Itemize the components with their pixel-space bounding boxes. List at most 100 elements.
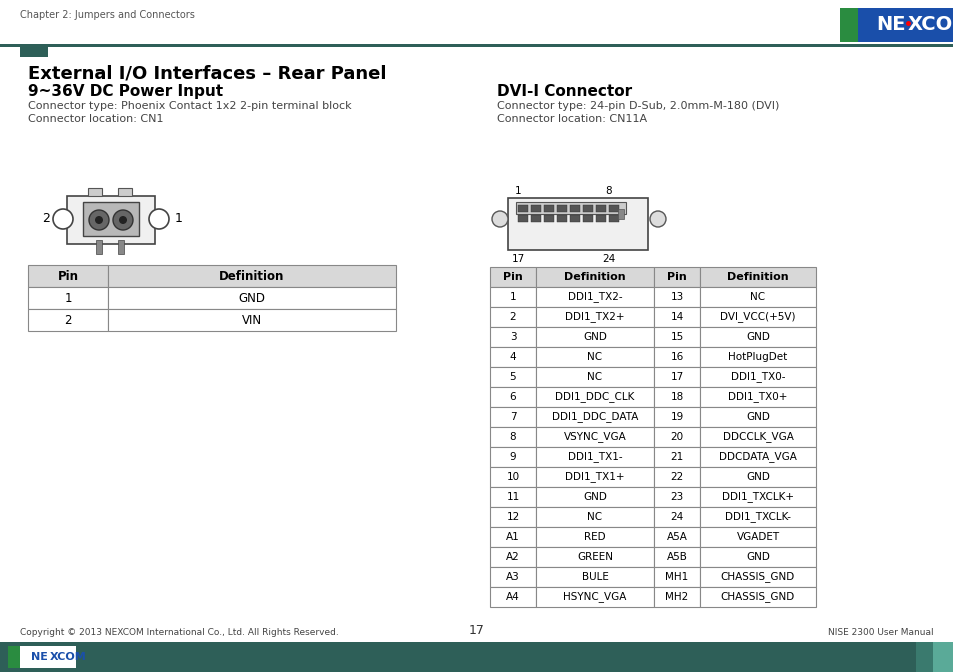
Bar (700, 327, 815, 347)
Bar (654, 407, 700, 427)
Text: BULE: BULE (581, 572, 608, 582)
Text: 20: 20 (670, 432, 683, 442)
Text: A5A: A5A (666, 532, 687, 542)
Text: GND: GND (582, 332, 606, 342)
Bar (83, 202, 139, 236)
Bar (108, 287, 395, 309)
Text: A4: A4 (506, 592, 519, 602)
Text: MH2: MH2 (664, 592, 688, 602)
Text: 12: 12 (506, 512, 519, 522)
Text: CHASSIS_GND: CHASSIS_GND (720, 591, 794, 603)
Bar (654, 387, 700, 407)
Bar (490, 327, 536, 347)
Bar (654, 467, 700, 487)
Bar (490, 347, 536, 367)
Bar (654, 547, 700, 567)
Bar (700, 307, 815, 327)
Bar (700, 387, 815, 407)
Text: 7: 7 (509, 412, 516, 422)
Text: 6: 6 (509, 392, 516, 402)
Bar (700, 467, 815, 487)
Bar (536, 587, 654, 607)
Text: 1: 1 (64, 292, 71, 304)
Text: DDI1_TXCLK-: DDI1_TXCLK- (724, 511, 790, 522)
Bar (536, 267, 654, 287)
Bar (654, 267, 700, 287)
Bar (517, 215, 527, 222)
Bar (654, 447, 700, 467)
Bar (596, 215, 605, 222)
Text: Pin: Pin (502, 272, 522, 282)
Bar (700, 547, 815, 567)
Bar (536, 487, 654, 507)
Text: 17: 17 (469, 624, 484, 637)
Text: Chapter 2: Jumpers and Connectors: Chapter 2: Jumpers and Connectors (20, 10, 194, 20)
Text: NE: NE (31, 652, 48, 662)
Text: 8: 8 (605, 186, 612, 196)
Bar (536, 287, 654, 307)
Text: 24: 24 (601, 254, 615, 264)
Bar (543, 215, 554, 222)
Text: 22: 22 (670, 472, 683, 482)
Bar (700, 587, 815, 607)
Text: GND: GND (745, 472, 769, 482)
Text: HotPlugDet: HotPlugDet (727, 352, 787, 362)
Bar (0, 0, 953, 45)
Circle shape (89, 210, 109, 230)
Bar (531, 205, 540, 212)
Bar (654, 307, 700, 327)
Circle shape (119, 216, 127, 224)
Text: GND: GND (238, 292, 265, 304)
Bar (490, 587, 536, 607)
Bar (507, 198, 647, 250)
Bar (654, 347, 700, 367)
Bar (517, 205, 527, 212)
Text: 13: 13 (670, 292, 683, 302)
Text: DDI1_TX2-: DDI1_TX2- (567, 292, 621, 302)
Text: 2: 2 (64, 314, 71, 327)
Text: RED: RED (583, 532, 605, 542)
Bar (536, 407, 654, 427)
Bar (654, 287, 700, 307)
Text: 17: 17 (511, 254, 524, 264)
Text: DDI1_TX1-: DDI1_TX1- (567, 452, 621, 462)
Text: A5B: A5B (666, 552, 687, 562)
Bar (654, 367, 700, 387)
Text: VGADET: VGADET (736, 532, 779, 542)
Text: 24: 24 (670, 512, 683, 522)
Text: VIN: VIN (242, 314, 262, 327)
Bar (700, 567, 815, 587)
Bar (536, 427, 654, 447)
Text: NE: NE (876, 15, 905, 34)
Bar (108, 265, 395, 287)
Circle shape (95, 216, 103, 224)
Text: Definition: Definition (563, 272, 625, 282)
Text: 9~36V DC Power Input: 9~36V DC Power Input (28, 84, 223, 99)
Bar (8, 646, 76, 668)
Text: NC: NC (587, 352, 602, 362)
Bar (28, 287, 108, 309)
Bar (932, 642, 953, 672)
Bar (654, 587, 700, 607)
Bar (700, 427, 815, 447)
Bar (857, 8, 953, 42)
Bar (536, 507, 654, 527)
Text: XCOM: XCOM (50, 652, 87, 662)
Bar (596, 205, 605, 212)
Bar (0, 642, 953, 672)
Bar (582, 205, 593, 212)
Bar (654, 427, 700, 447)
Text: DDCCLK_VGA: DDCCLK_VGA (721, 431, 793, 442)
Bar (569, 205, 579, 212)
Text: NISE 2300 User Manual: NISE 2300 User Manual (827, 628, 933, 637)
Text: MH1: MH1 (664, 572, 688, 582)
Text: GND: GND (745, 332, 769, 342)
Text: NC: NC (587, 372, 602, 382)
Bar (700, 407, 815, 427)
Bar (490, 447, 536, 467)
Bar (700, 527, 815, 547)
Text: DDI1_TXCLK+: DDI1_TXCLK+ (721, 491, 793, 503)
Text: GND: GND (745, 412, 769, 422)
Circle shape (112, 210, 132, 230)
Text: DDCDATA_VGA: DDCDATA_VGA (719, 452, 796, 462)
